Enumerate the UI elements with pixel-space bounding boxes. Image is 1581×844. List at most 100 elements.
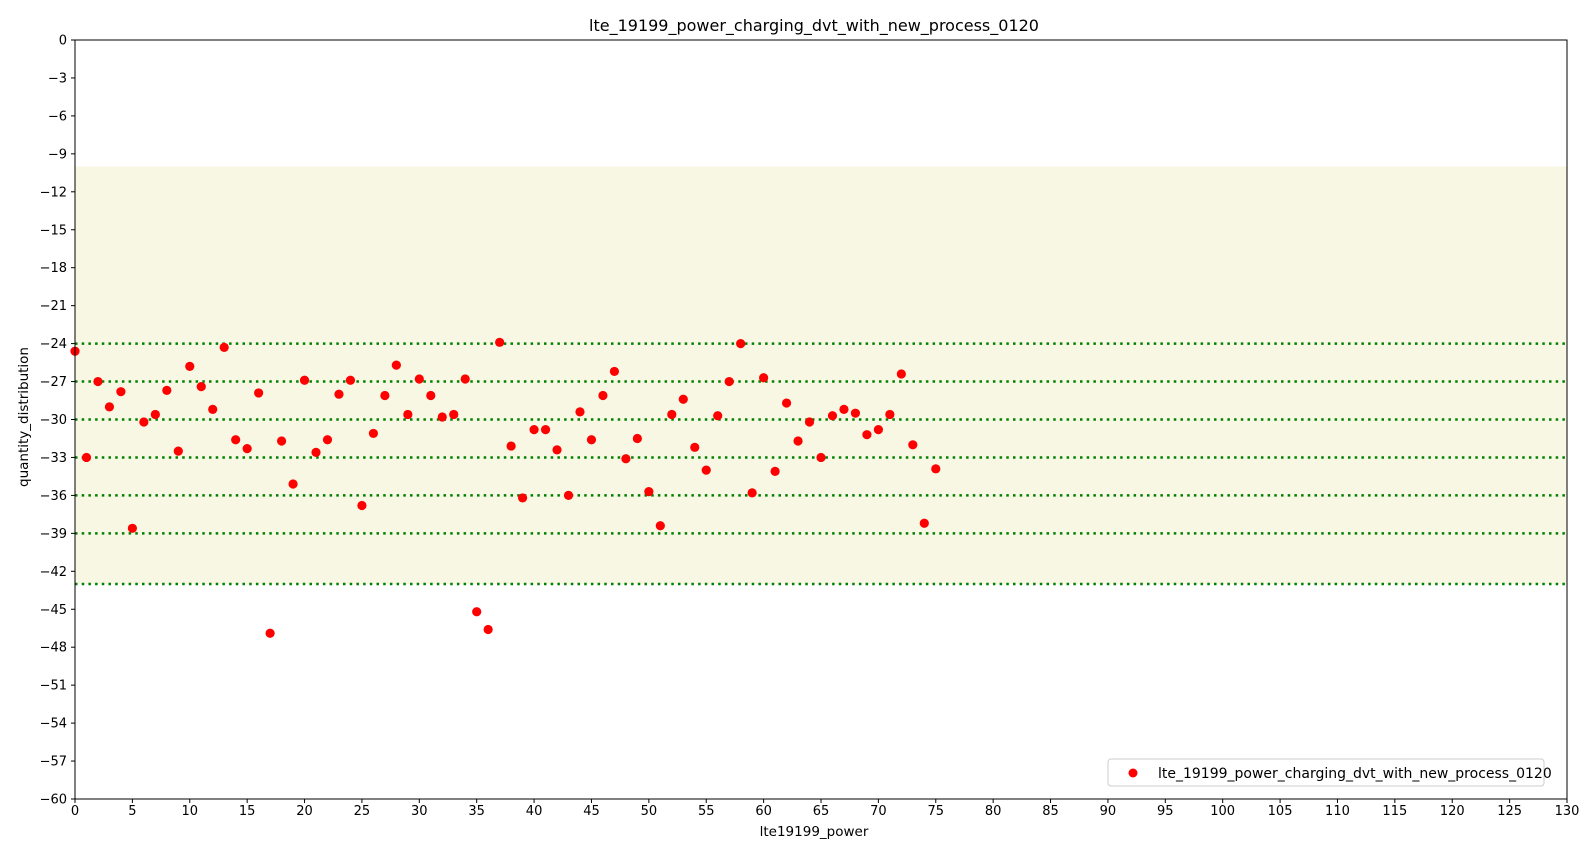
data-point — [701, 465, 711, 475]
data-point — [919, 518, 929, 528]
data-point — [368, 428, 378, 439]
x-tick-label: 40 — [526, 804, 543, 819]
x-tick-label: 10 — [181, 804, 198, 819]
data-point — [483, 624, 493, 635]
x-tick-label: 5 — [128, 804, 136, 819]
x-tick-label: 100 — [1210, 804, 1235, 819]
data-point — [931, 464, 941, 474]
x-tick-label: 95 — [1157, 804, 1174, 819]
data-point — [449, 409, 459, 420]
y-tick-label: −33 — [40, 451, 67, 466]
data-point — [403, 409, 413, 420]
data-point — [139, 417, 149, 427]
data-point — [586, 435, 597, 445]
y-axis-ticks: 0 −3 −6 −9 −12 −15 −18 −21 −24 −27 −30 −33 −36 −39 −42… — [40, 34, 75, 808]
data-point — [563, 490, 574, 500]
y-tick-label: −27 — [40, 375, 67, 390]
data-point — [518, 493, 528, 503]
legend: lte_19199_power_charging_dvt_with_new_pr… — [1107, 758, 1552, 787]
y-tick-label: −51 — [40, 679, 67, 694]
data-point — [460, 374, 470, 384]
y-tick-label: −24 — [40, 337, 67, 352]
data-point — [345, 375, 356, 385]
data-point — [598, 390, 608, 401]
data-point — [437, 412, 447, 422]
data-point — [747, 488, 757, 498]
data-point — [104, 402, 115, 412]
y-tick-label: −9 — [48, 147, 67, 162]
x-tick-label: 0 — [71, 804, 79, 819]
y-tick-label: −48 — [40, 641, 67, 656]
data-point — [93, 376, 103, 387]
data-point — [540, 425, 551, 435]
data-point — [81, 452, 92, 463]
y-tick-label: −54 — [40, 717, 67, 732]
x-tick-label: 85 — [1042, 804, 1059, 819]
x-tick-label: 115 — [1382, 804, 1407, 819]
y-tick-label: 0 — [59, 34, 67, 49]
y-axis-title: quantity_distribution — [16, 347, 32, 487]
data-point — [426, 390, 436, 401]
x-tick-label: 105 — [1268, 804, 1293, 819]
data-point — [380, 390, 390, 401]
data-point — [644, 487, 654, 497]
y-tick-label: −60 — [40, 793, 67, 808]
data-point — [609, 366, 620, 377]
y-tick-label: −15 — [40, 223, 67, 238]
data-point — [850, 408, 861, 418]
data-point — [254, 388, 264, 398]
data-point — [231, 435, 241, 445]
x-tick-label: 20 — [296, 804, 313, 819]
data-point — [552, 445, 562, 455]
data-point — [391, 360, 401, 370]
data-point — [208, 404, 218, 414]
chart-title: lte_19199_power_charging_dvt_with_new_pr… — [589, 16, 1039, 36]
y-tick-label: −57 — [40, 755, 67, 770]
x-tick-label: 130 — [1555, 804, 1580, 819]
x-tick-label: 15 — [239, 804, 256, 819]
data-point — [759, 373, 769, 383]
data-point — [667, 409, 677, 420]
data-point — [736, 339, 746, 349]
data-point — [713, 411, 723, 421]
y-tick-label: −39 — [40, 527, 67, 542]
data-point — [839, 404, 849, 414]
data-point — [173, 446, 183, 456]
data-point — [162, 385, 172, 396]
data-point — [219, 342, 229, 352]
data-point — [334, 389, 344, 399]
x-tick-label: 120 — [1440, 804, 1465, 819]
data-point — [414, 374, 424, 384]
data-point — [265, 628, 275, 638]
data-point — [621, 454, 631, 464]
data-point — [885, 409, 895, 420]
data-point — [196, 382, 206, 392]
x-tick-label: 90 — [1100, 804, 1117, 819]
data-point — [816, 452, 826, 463]
y-tick-label: −21 — [40, 299, 67, 314]
data-point — [804, 417, 815, 427]
data-point — [495, 337, 505, 347]
x-tick-label: 70 — [870, 804, 887, 819]
data-point — [896, 369, 906, 379]
x-tick-label: 65 — [813, 804, 830, 819]
y-tick-label: −36 — [40, 489, 67, 504]
data-point — [690, 442, 700, 452]
data-point — [242, 443, 252, 454]
x-tick-label: 35 — [468, 804, 485, 819]
x-tick-label: 80 — [985, 804, 1002, 819]
x-tick-label: 45 — [583, 804, 600, 819]
x-tick-label: 75 — [927, 804, 944, 819]
data-point — [873, 425, 883, 435]
y-tick-label: −18 — [40, 261, 67, 276]
data-point — [472, 607, 482, 617]
data-point — [150, 409, 160, 420]
x-axis-title: lte19199_power — [760, 824, 869, 840]
y-tick-label: −6 — [48, 109, 67, 124]
x-tick-label: 50 — [641, 804, 658, 819]
x-axis-ticks: 0 5 10 15 20 25 30 35 40 45 50 55 60 65 70 75 80 85 90 95 10… — [71, 799, 1580, 819]
shaded-band — [75, 166, 1567, 584]
shaded-band-layer — [75, 166, 1567, 584]
data-point — [770, 466, 780, 476]
